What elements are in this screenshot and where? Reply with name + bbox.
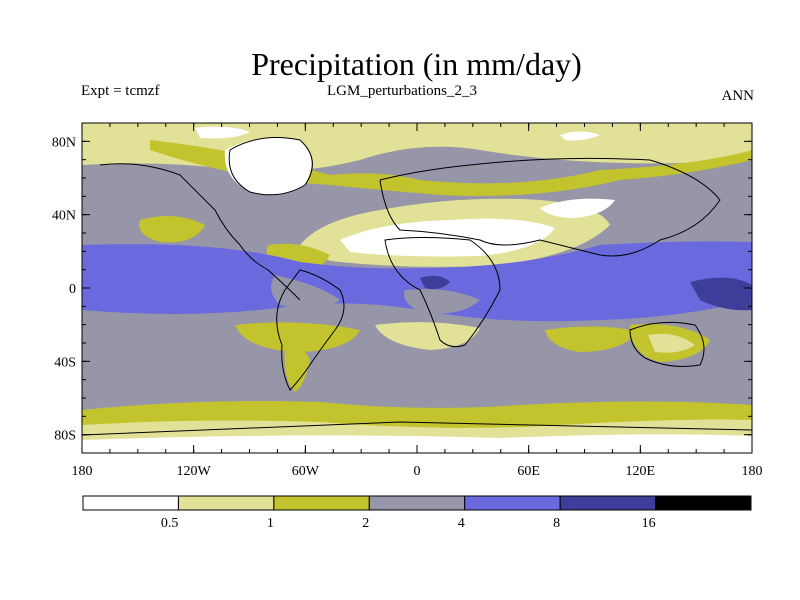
colorbar-swatch [82,495,179,511]
field-west-pacific-wet [690,277,752,311]
field-australia-core [648,333,695,353]
run-label: LGM_perturbations_2_3 [327,83,477,99]
field-patagonia [284,344,310,392]
field-indian-ocean [545,326,640,352]
chart-title: Precipitation (in mm/day) [251,46,582,82]
field-itcz [82,241,752,322]
lat-tick-label: 0 [69,282,76,297]
colorbar-swatch [464,495,561,511]
coast-greenland [228,137,313,196]
colorbar-swatch [368,495,466,511]
coast-africa [384,237,501,348]
colorbar-label: 1 [267,516,274,531]
colorbar-label: 8 [553,516,560,531]
lon-tick-label: 120W [177,464,212,479]
experiment-label: Expt = tcmzf [81,83,160,99]
lat-tick-label: 80S [54,429,76,444]
colorbar-label: 2 [362,516,369,531]
colorbar-swatch [177,495,275,511]
colorbar-swatch [559,495,657,511]
field-greenland [224,137,312,195]
field-npac-dry [139,216,205,243]
field-arctic-white [195,126,250,139]
field-trop-atl [271,275,340,309]
coastlines [82,137,752,436]
longitude-axis: 180 120W 60W 0 60E 120E 180 [72,123,763,479]
lon-tick-label: 180 [742,464,763,479]
coast-north-america [99,163,301,301]
colorbar: 0.5 1 2 4 8 16 [82,495,752,531]
latitude-axis: 80N 40N 0 40S 80S [52,122,752,454]
lon-tick-label: 0 [414,464,421,479]
colorbar-label: 0.5 [161,516,179,531]
coast-south-america [276,269,345,391]
lon-tick-label: 180 [72,464,93,479]
colorbar-label: 16 [642,516,656,531]
coast-australia [629,321,705,367]
field-siberia-white [560,131,600,141]
field-se-pacific [235,322,360,352]
field-central-asia-dry [540,198,615,218]
colorbar-label: 4 [458,516,465,531]
season-label: ANN [721,88,755,104]
colorbar-swatch [655,495,752,511]
lat-tick-label: 40N [52,209,76,224]
lon-tick-label: 60W [292,464,320,479]
lon-tick-label: 60E [517,464,540,479]
lon-tick-label: 120E [626,464,656,479]
lat-tick-label: 40S [54,355,76,370]
coast-eurasia [379,157,721,257]
colorbar-swatch [273,495,370,511]
coast-antarctica [82,421,752,436]
field-africa-wet [420,275,450,290]
lat-tick-label: 80N [52,135,76,150]
field-antarctic-core [82,434,752,453]
field-sahara-core [340,218,555,257]
field-se-atlantic [375,322,480,350]
